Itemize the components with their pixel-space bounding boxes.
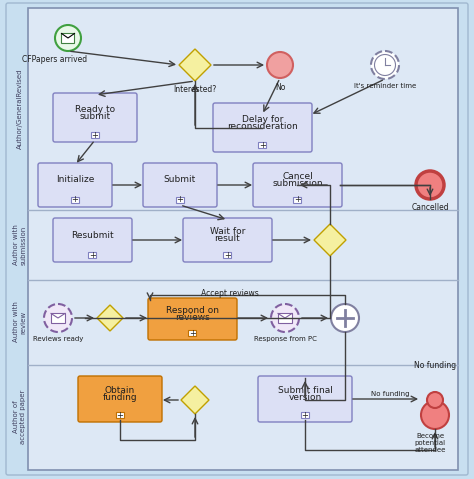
FancyBboxPatch shape <box>38 163 112 207</box>
Text: +: + <box>259 140 266 149</box>
Text: submit: submit <box>80 112 110 121</box>
FancyBboxPatch shape <box>116 412 124 418</box>
Circle shape <box>374 55 395 76</box>
Text: version: version <box>288 393 322 402</box>
Circle shape <box>331 304 359 332</box>
Text: Wait for: Wait for <box>210 227 245 236</box>
Text: Delay for: Delay for <box>242 114 283 124</box>
FancyBboxPatch shape <box>278 313 292 322</box>
FancyBboxPatch shape <box>89 252 97 258</box>
Text: +: + <box>91 130 99 139</box>
Text: +: + <box>294 195 301 205</box>
Polygon shape <box>179 49 211 81</box>
Text: Initialize: Initialize <box>56 175 94 184</box>
Text: funding: funding <box>103 393 137 402</box>
FancyBboxPatch shape <box>62 34 74 43</box>
FancyBboxPatch shape <box>189 330 197 336</box>
Text: Cancel: Cancel <box>282 172 313 181</box>
Text: +: + <box>189 329 196 338</box>
FancyBboxPatch shape <box>71 197 79 203</box>
FancyBboxPatch shape <box>258 376 352 422</box>
Text: Interested?: Interested? <box>173 85 217 94</box>
Circle shape <box>267 52 293 78</box>
FancyBboxPatch shape <box>176 197 184 203</box>
Text: Obtain: Obtain <box>105 386 135 395</box>
Text: Author of
accepted paper: Author of accepted paper <box>13 390 27 444</box>
Text: +: + <box>224 251 231 260</box>
FancyBboxPatch shape <box>78 376 162 422</box>
Text: Ready to: Ready to <box>75 104 115 114</box>
FancyBboxPatch shape <box>53 218 132 262</box>
FancyBboxPatch shape <box>6 3 468 475</box>
FancyBboxPatch shape <box>143 163 217 207</box>
Text: Reviews ready: Reviews ready <box>33 336 83 342</box>
Text: Become
potential
attendee: Become potential attendee <box>414 433 446 453</box>
Circle shape <box>55 25 81 51</box>
Text: Respond on: Respond on <box>166 306 219 315</box>
Circle shape <box>416 171 444 199</box>
Circle shape <box>271 304 299 332</box>
Text: CFPapers arrived: CFPapers arrived <box>22 55 88 64</box>
FancyBboxPatch shape <box>301 412 309 418</box>
Text: +: + <box>72 195 78 205</box>
Text: No funding: No funding <box>414 361 456 370</box>
Polygon shape <box>181 386 209 414</box>
Circle shape <box>44 304 72 332</box>
Text: Response from PC: Response from PC <box>254 336 317 342</box>
FancyBboxPatch shape <box>258 142 266 148</box>
Text: Author with
submission: Author with submission <box>13 225 27 265</box>
Text: submission: submission <box>272 179 323 188</box>
FancyBboxPatch shape <box>148 298 237 340</box>
Circle shape <box>421 401 449 429</box>
Text: Author/GeneralRevised: Author/GeneralRevised <box>17 69 23 149</box>
FancyBboxPatch shape <box>91 132 99 138</box>
FancyBboxPatch shape <box>213 103 312 152</box>
FancyBboxPatch shape <box>293 197 301 203</box>
Polygon shape <box>97 305 123 331</box>
Text: Cancelled: Cancelled <box>411 203 449 212</box>
Text: Accept reviews: Accept reviews <box>201 289 259 298</box>
Text: reviews: reviews <box>175 313 210 322</box>
Circle shape <box>371 51 399 79</box>
FancyBboxPatch shape <box>51 313 65 322</box>
Text: No: No <box>275 83 285 92</box>
Text: +: + <box>117 411 123 420</box>
Text: Author with
review: Author with review <box>13 302 27 342</box>
Text: +: + <box>301 411 309 420</box>
FancyBboxPatch shape <box>183 218 272 262</box>
Text: It's reminder time: It's reminder time <box>354 83 416 89</box>
Text: result: result <box>215 234 240 243</box>
FancyBboxPatch shape <box>224 252 231 258</box>
Text: Submit: Submit <box>164 175 196 184</box>
Polygon shape <box>314 224 346 256</box>
Text: +: + <box>89 251 96 260</box>
FancyBboxPatch shape <box>28 8 458 470</box>
Text: No funding: No funding <box>371 391 409 397</box>
Circle shape <box>427 392 443 408</box>
Text: +: + <box>176 195 183 205</box>
FancyBboxPatch shape <box>53 93 137 142</box>
Text: reconsideration: reconsideration <box>227 122 298 130</box>
Text: Submit final: Submit final <box>278 386 332 395</box>
FancyBboxPatch shape <box>253 163 342 207</box>
Text: Resubmit: Resubmit <box>71 230 114 240</box>
